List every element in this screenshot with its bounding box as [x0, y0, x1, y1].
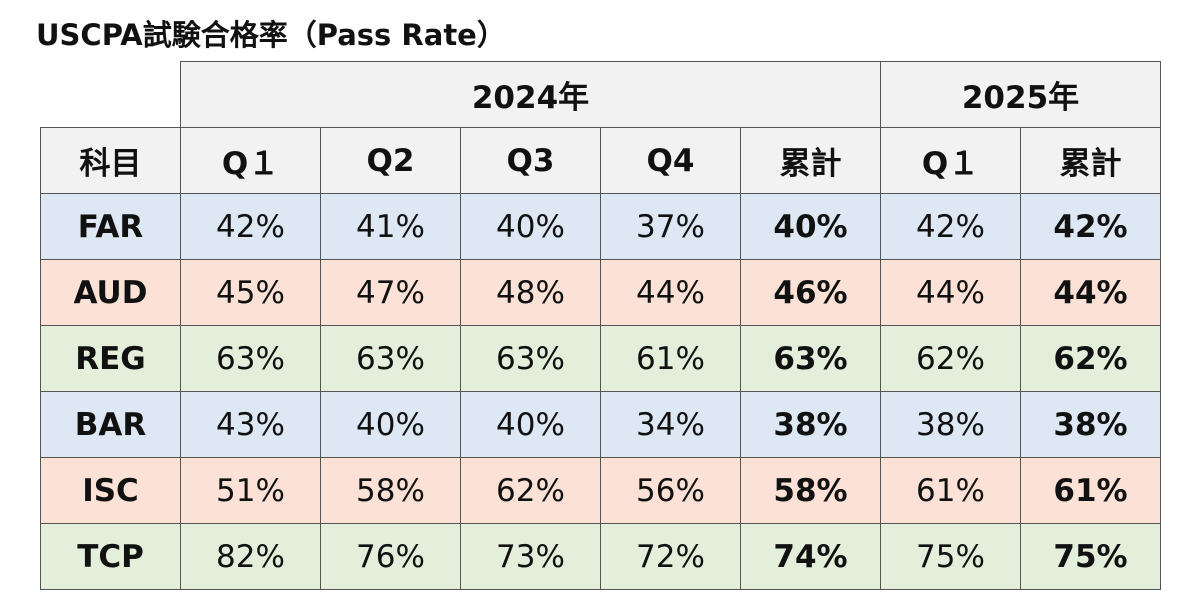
value-cell-2024-q3: 73%	[460, 523, 601, 590]
value-cell-2025-total: 62%	[1020, 325, 1161, 392]
value-cell-2024-total: 63%	[740, 325, 881, 392]
value-cell-2024-q3: 40%	[460, 193, 601, 260]
year-2024-header: 2024年	[180, 61, 881, 128]
value-cell-2024-q2: 76%	[320, 523, 461, 590]
value-cell-2024-q3: 63%	[460, 325, 601, 392]
header-2025-q1: Q１	[880, 127, 1021, 194]
table-row: TCP 82% 76% 73% 72% 74% 75% 75%	[40, 523, 1161, 590]
value-cell-2024-q4: 44%	[600, 259, 741, 326]
value-cell-2024-q1: 42%	[180, 193, 321, 260]
value-cell-2025-total: 44%	[1020, 259, 1161, 326]
value-cell-2024-q1: 51%	[180, 457, 321, 524]
value-cell-2024-total: 46%	[740, 259, 881, 326]
header-2024-q2: Q2	[320, 127, 461, 194]
value-cell-2024-q1: 63%	[180, 325, 321, 392]
table-row: REG 63% 63% 63% 61% 63% 62% 62%	[40, 325, 1161, 392]
value-cell-2024-q4: 56%	[600, 457, 741, 524]
year-header-row: 2024年 2025年	[40, 61, 1161, 128]
value-cell-2024-q2: 47%	[320, 259, 461, 326]
value-cell-2025-q1: 38%	[880, 391, 1021, 458]
value-cell-2025-q1: 42%	[880, 193, 1021, 260]
subject-cell: AUD	[40, 259, 181, 326]
table-row: AUD 45% 47% 48% 44% 46% 44% 44%	[40, 259, 1161, 326]
value-cell-2025-q1: 62%	[880, 325, 1021, 392]
value-cell-2024-q4: 72%	[600, 523, 741, 590]
value-cell-2024-total: 38%	[740, 391, 881, 458]
value-cell-2024-total: 74%	[740, 523, 881, 590]
value-cell-2024-total: 40%	[740, 193, 881, 260]
header-2024-q1: Q１	[180, 127, 321, 194]
subject-cell: REG	[40, 325, 181, 392]
pass-rate-table: 2024年 2025年 科目 Q１ Q2 Q3 Q4 累計 Q１ 累計 FAR 4…	[40, 61, 1161, 590]
value-cell-2024-q3: 48%	[460, 259, 601, 326]
value-cell-2024-total: 58%	[740, 457, 881, 524]
value-cell-2024-q3: 40%	[460, 391, 601, 458]
value-cell-2024-q4: 37%	[600, 193, 741, 260]
table-row: BAR 43% 40% 40% 34% 38% 38% 38%	[40, 391, 1161, 458]
value-cell-2025-q1: 75%	[880, 523, 1021, 590]
subject-cell: ISC	[40, 457, 181, 524]
value-cell-2025-q1: 44%	[880, 259, 1021, 326]
value-cell-2025-q1: 61%	[880, 457, 1021, 524]
year-2025-header: 2025年	[880, 61, 1161, 128]
value-cell-2025-total: 38%	[1020, 391, 1161, 458]
value-cell-2025-total: 75%	[1020, 523, 1161, 590]
value-cell-2024-q2: 41%	[320, 193, 461, 260]
value-cell-2024-q2: 63%	[320, 325, 461, 392]
subject-cell: BAR	[40, 391, 181, 458]
subject-cell: TCP	[40, 523, 181, 590]
value-cell-2024-q1: 43%	[180, 391, 321, 458]
value-cell-2024-q4: 34%	[600, 391, 741, 458]
subject-cell: FAR	[40, 193, 181, 260]
column-header-row: 科目 Q１ Q2 Q3 Q4 累計 Q１ 累計	[40, 127, 1161, 194]
value-cell-2024-q3: 62%	[460, 457, 601, 524]
subject-header: 科目	[40, 127, 181, 194]
chart-title: USCPA試験合格率（Pass Rate）	[36, 18, 506, 52]
corner-cell	[40, 61, 181, 128]
value-cell-2025-total: 61%	[1020, 457, 1161, 524]
value-cell-2024-q2: 40%	[320, 391, 461, 458]
table-row: FAR 42% 41% 40% 37% 40% 42% 42%	[40, 193, 1161, 260]
header-2025-total: 累計	[1020, 127, 1161, 194]
value-cell-2024-q1: 82%	[180, 523, 321, 590]
header-2024-q3: Q3	[460, 127, 601, 194]
value-cell-2024-q4: 61%	[600, 325, 741, 392]
value-cell-2025-total: 42%	[1020, 193, 1161, 260]
value-cell-2024-q1: 45%	[180, 259, 321, 326]
value-cell-2024-q2: 58%	[320, 457, 461, 524]
header-2024-q4: Q4	[600, 127, 741, 194]
header-2024-total: 累計	[740, 127, 881, 194]
table-row: ISC 51% 58% 62% 56% 58% 61% 61%	[40, 457, 1161, 524]
